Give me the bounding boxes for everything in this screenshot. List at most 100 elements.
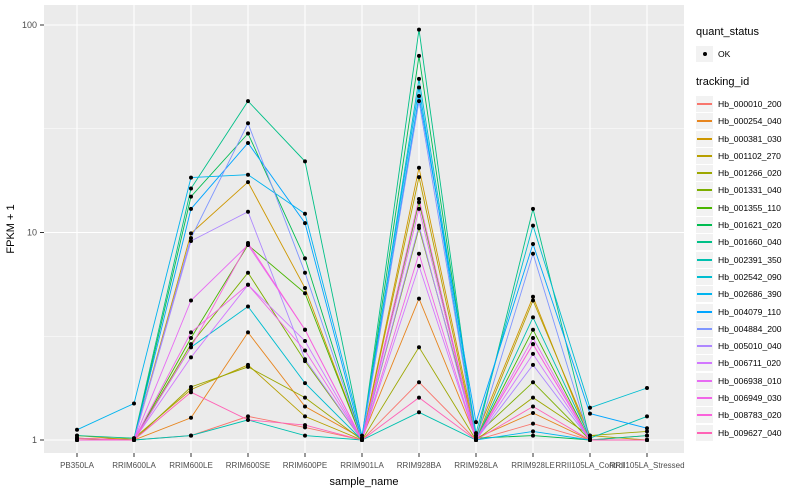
data-point xyxy=(303,211,307,216)
data-point xyxy=(246,304,250,309)
data-point xyxy=(303,381,307,386)
data-point xyxy=(246,330,250,335)
x-tick-label: RRIM600SE xyxy=(226,461,270,470)
data-point xyxy=(531,327,535,332)
legend-line-icon xyxy=(697,379,712,382)
legend-tracking-id-items: Hb_000010_200 Hb_000254_040 Hb_000381_030 H… xyxy=(696,95,800,441)
x-axis-title: sample_name xyxy=(329,476,398,488)
x-tick-label: RRII105LA_Control xyxy=(555,461,625,470)
data-point xyxy=(189,175,193,180)
legend-key-ok xyxy=(696,45,713,62)
data-point xyxy=(417,175,421,180)
data-point xyxy=(246,131,250,136)
legend-tracking-id-title: tracking_id xyxy=(696,76,750,89)
data-point xyxy=(189,194,193,199)
data-point xyxy=(531,433,535,438)
x-tick-label: RRIM928LE xyxy=(511,461,555,470)
data-point xyxy=(303,256,307,261)
data-point xyxy=(645,414,649,419)
data-point xyxy=(189,186,193,191)
data-point xyxy=(189,355,193,360)
data-point xyxy=(531,206,535,211)
data-point xyxy=(474,420,478,425)
data-point xyxy=(417,263,421,268)
data-point xyxy=(189,236,193,241)
legend-line-icon xyxy=(697,102,712,105)
data-point xyxy=(645,438,649,442)
legend-item-label: Hb_009627_040 xyxy=(718,427,782,438)
data-point xyxy=(417,296,421,301)
legend-line-icon xyxy=(697,431,712,434)
legend-item: Hb_001331_040 xyxy=(696,182,800,199)
legend-line-icon xyxy=(697,396,712,399)
legend-line-icon xyxy=(697,327,712,330)
legend-item: Hb_005010_040 xyxy=(696,337,800,355)
legend-key-swatch xyxy=(696,130,713,147)
legend-line-icon xyxy=(697,154,712,157)
legend-key-swatch xyxy=(696,217,713,234)
y-tick-label: 10 xyxy=(27,228,37,238)
data-point xyxy=(132,401,136,406)
legend-item: Hb_001266_020 xyxy=(696,164,800,182)
legend-item-label: Hb_000381_030 xyxy=(718,133,782,144)
data-point xyxy=(531,351,535,356)
legend-key-swatch xyxy=(696,113,713,130)
legend-key-swatch xyxy=(696,355,713,372)
data-point xyxy=(303,433,307,438)
x-tick-label: RRIM901LA xyxy=(340,461,384,470)
data-point xyxy=(531,380,535,385)
data-point xyxy=(189,330,193,335)
data-point xyxy=(303,221,307,226)
data-point xyxy=(417,206,421,211)
legend-key-swatch xyxy=(696,320,713,337)
data-point xyxy=(417,410,421,415)
legend-item: Hb_001355_110 xyxy=(696,199,800,216)
data-point xyxy=(531,411,535,415)
legend-item: Hb_000010_200 xyxy=(696,95,800,112)
data-point xyxy=(303,404,307,409)
legend-key-swatch xyxy=(696,303,713,320)
data-point xyxy=(417,380,421,385)
legend-item: Hb_000381_030 xyxy=(696,130,800,147)
legend-item: Hb_001102_270 xyxy=(696,147,800,164)
data-point xyxy=(246,99,250,104)
data-point xyxy=(75,427,79,432)
data-point xyxy=(189,415,193,420)
legend-line-icon xyxy=(697,293,712,296)
data-point xyxy=(531,404,535,409)
legend-item: Hb_001660_040 xyxy=(696,234,800,251)
data-point xyxy=(303,395,307,400)
data-point xyxy=(417,251,421,256)
legend-item: Hb_000254_040 xyxy=(696,113,800,130)
data-point xyxy=(303,414,307,419)
data-point xyxy=(531,342,535,347)
data-point xyxy=(531,421,535,426)
legend-item: Hb_002686_390 xyxy=(696,286,800,303)
legend-key-swatch xyxy=(696,372,713,389)
data-point xyxy=(189,385,193,389)
legend-line-icon xyxy=(697,414,712,417)
data-point xyxy=(246,180,250,185)
legend-key-swatch xyxy=(696,95,713,112)
data-point xyxy=(417,85,421,90)
legend-item: Hb_004884_200 xyxy=(696,320,800,337)
data-point xyxy=(645,426,649,431)
data-point xyxy=(189,342,193,347)
legend-key-swatch xyxy=(696,147,713,164)
legend-item: Hb_006938_010 xyxy=(696,372,800,389)
legend: quant_status OK tracking_id Hb_000010_20… xyxy=(696,26,800,441)
legend-item-label: Hb_001355_110 xyxy=(718,202,781,213)
legend-key-swatch xyxy=(696,286,713,303)
legend-item-ok: OK xyxy=(696,45,800,62)
y-axis-title: FPKM + 1 xyxy=(5,204,17,253)
x-tick-label: RRIM928BA xyxy=(397,461,442,470)
panel-background xyxy=(44,5,684,453)
data-point xyxy=(246,241,250,245)
legend-item: Hb_002542_090 xyxy=(696,268,800,285)
legend-key-swatch xyxy=(696,424,713,441)
legend-item-label: Hb_002542_090 xyxy=(718,271,782,282)
data-point xyxy=(246,364,250,369)
legend-item: Hb_006949_030 xyxy=(696,389,800,406)
legend-item: Hb_006711_020 xyxy=(696,355,800,372)
